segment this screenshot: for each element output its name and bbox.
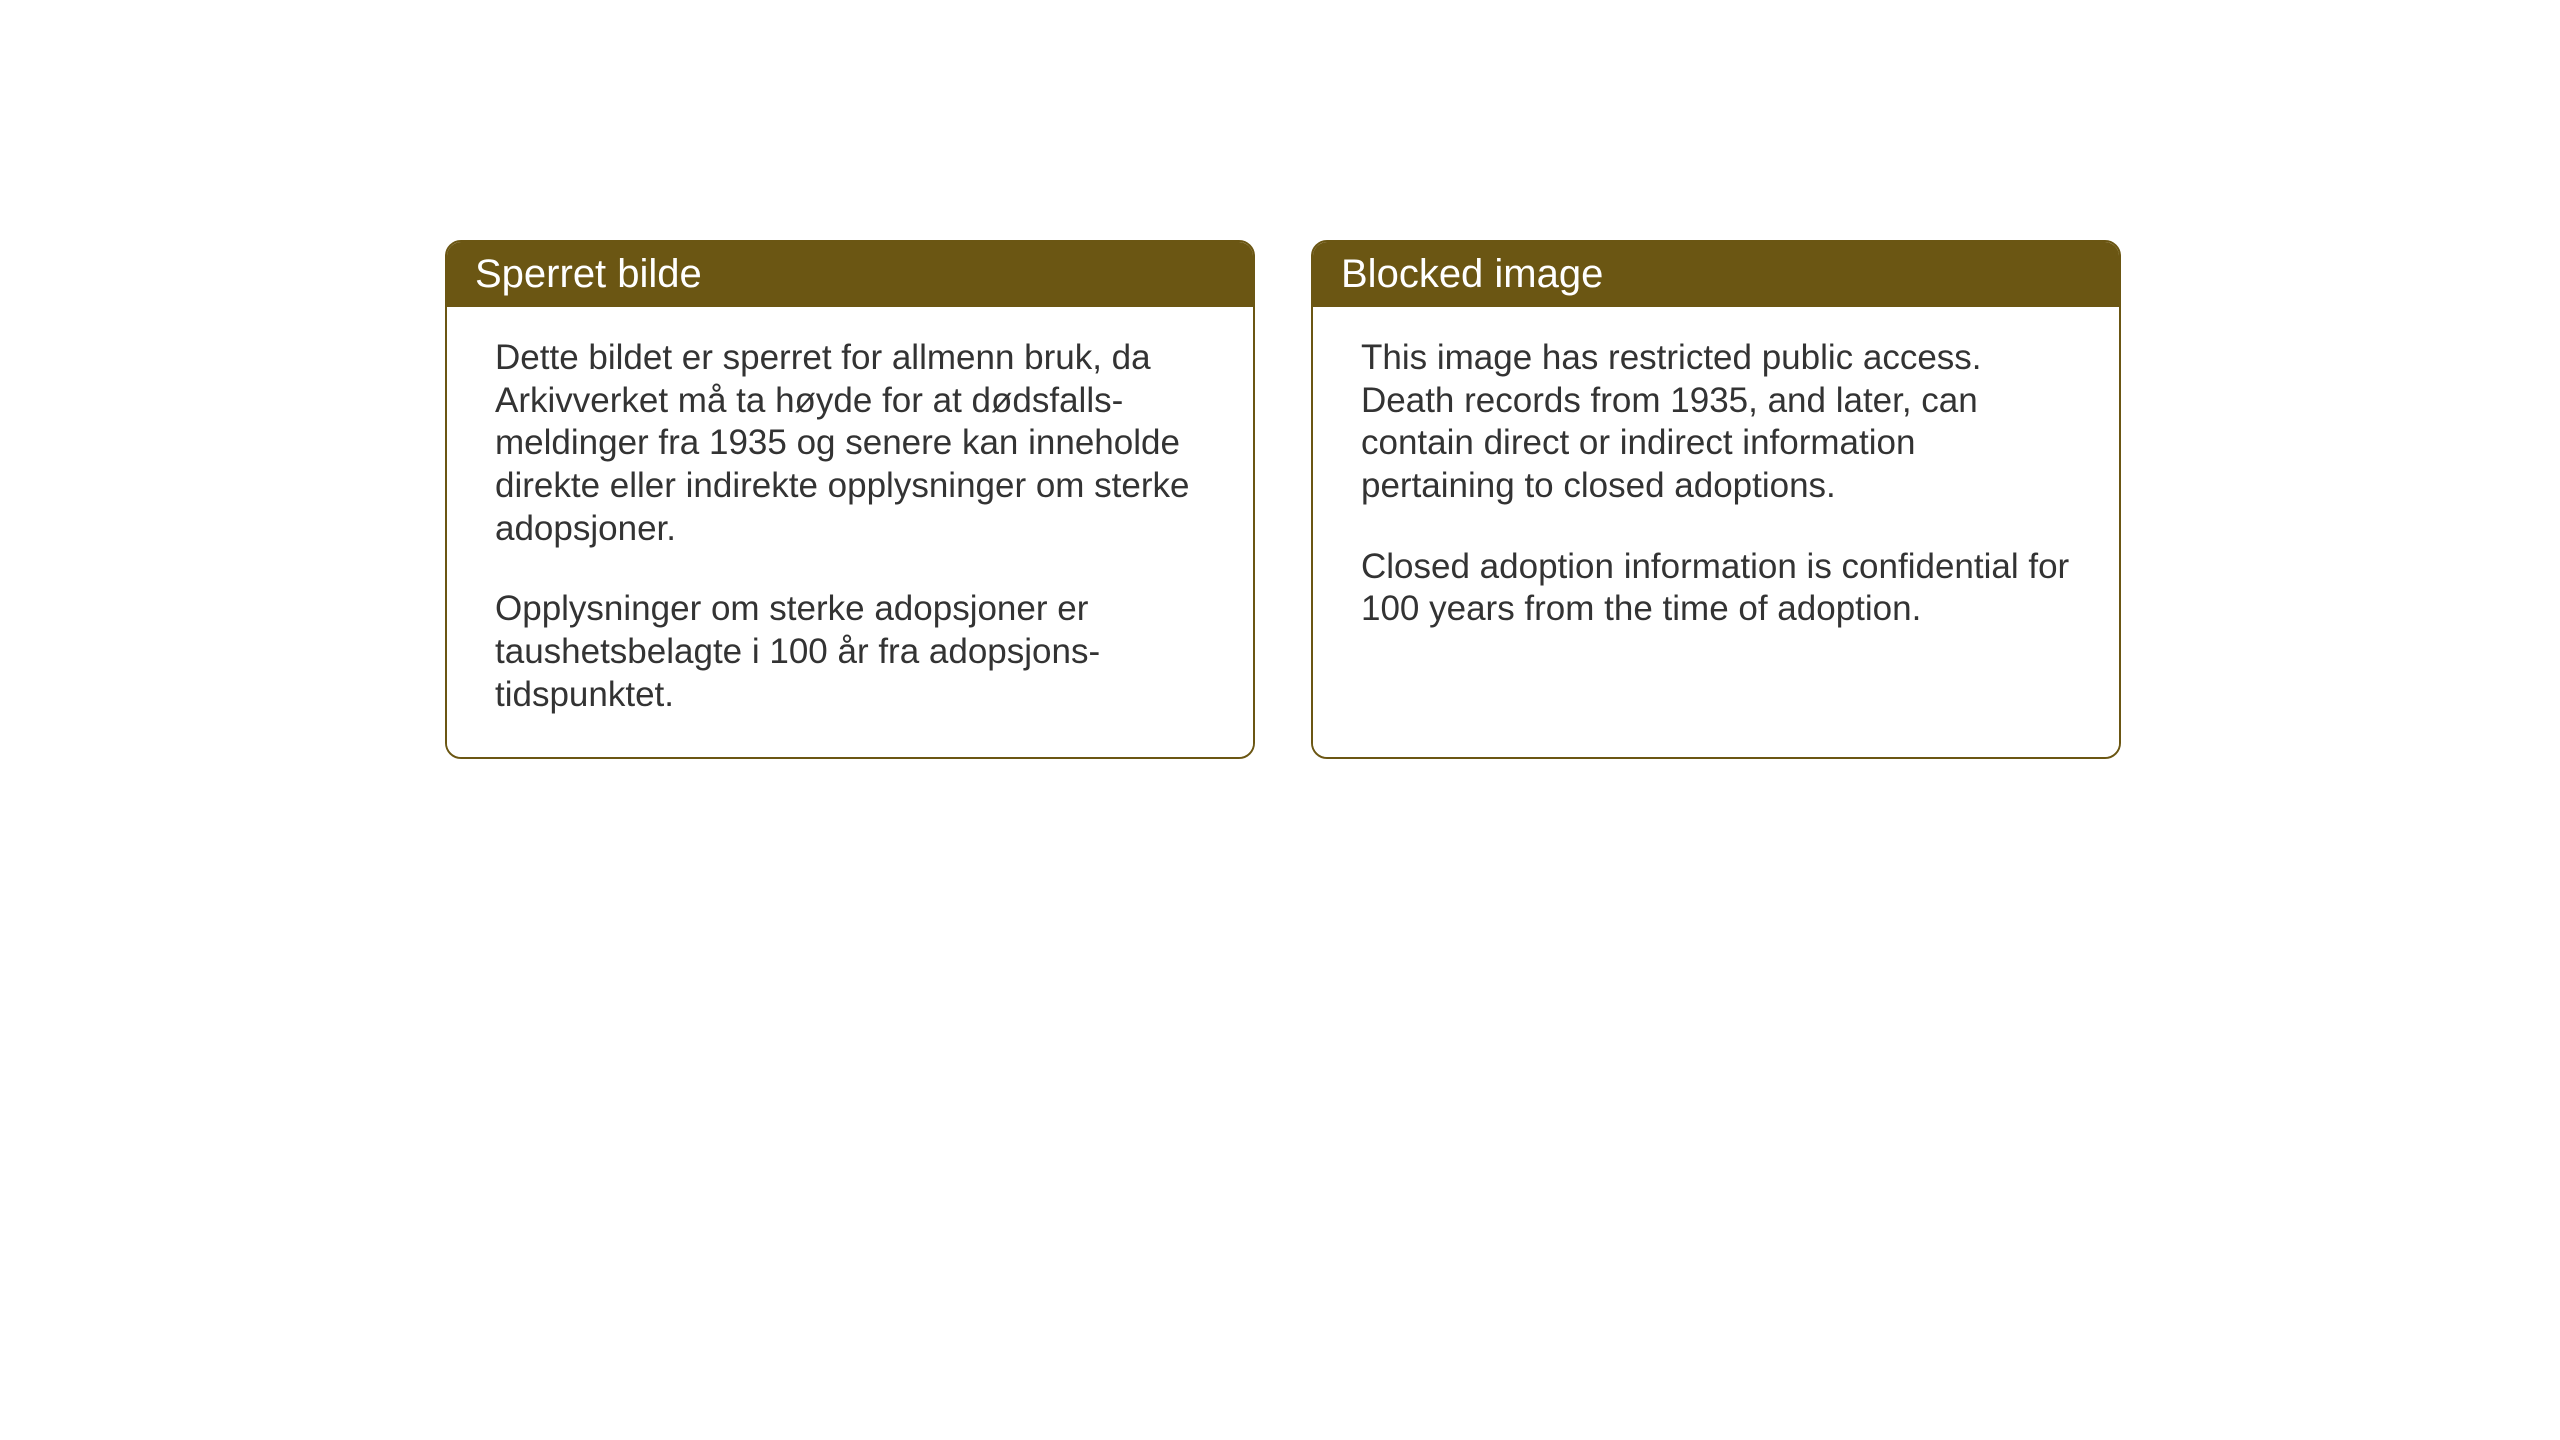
notice-container: Sperret bilde Dette bildet er sperret fo… [445,240,2121,759]
norwegian-paragraph-2: Opplysninger om sterke adopsjoner er tau… [495,588,1205,716]
norwegian-paragraph-1: Dette bildet er sperret for allmenn bruk… [495,337,1205,550]
english-card-title: Blocked image [1313,242,2119,307]
norwegian-card-body: Dette bildet er sperret for allmenn bruk… [447,307,1253,757]
english-card-body: This image has restricted public access.… [1313,307,2119,757]
norwegian-notice-card: Sperret bilde Dette bildet er sperret fo… [445,240,1255,759]
norwegian-card-title: Sperret bilde [447,242,1253,307]
english-paragraph-1: This image has restricted public access.… [1361,337,2071,508]
english-notice-card: Blocked image This image has restricted … [1311,240,2121,759]
english-paragraph-2: Closed adoption information is confident… [1361,546,2071,631]
